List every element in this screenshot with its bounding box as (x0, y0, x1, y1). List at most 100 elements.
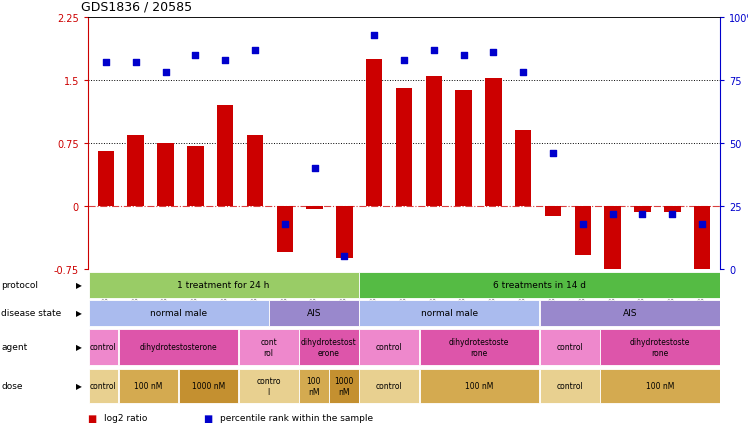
Bar (98, 152, 114, 207)
Text: dihydrotestost
erone: dihydrotestost erone (301, 338, 357, 357)
Bar (307, 207, 323, 210)
Bar (239, 329, 298, 365)
Text: control: control (557, 343, 583, 352)
Bar (239, 368, 298, 404)
Point (488, 49, 500, 56)
Point (607, 210, 619, 217)
Point (159, 70, 171, 77)
Bar (456, 91, 472, 207)
Text: ▶: ▶ (76, 309, 82, 318)
Text: dose: dose (1, 381, 23, 391)
Bar (426, 77, 442, 207)
Point (428, 47, 440, 54)
Point (666, 210, 678, 217)
Bar (420, 368, 539, 404)
Text: disease state: disease state (1, 309, 62, 318)
Bar (360, 300, 539, 326)
Bar (217, 106, 233, 207)
Bar (88, 368, 118, 404)
Text: 6 treatments in 14 d: 6 treatments in 14 d (493, 281, 586, 290)
Bar (420, 329, 539, 365)
Point (219, 57, 231, 64)
Point (577, 220, 589, 227)
Text: ▶: ▶ (76, 281, 82, 290)
Text: log2 ratio: log2 ratio (105, 414, 148, 423)
Text: 1000
nM: 1000 nM (334, 376, 354, 396)
Text: GDS1836 / 20585: GDS1836 / 20585 (81, 1, 191, 14)
Bar (634, 207, 651, 212)
Bar (299, 368, 329, 404)
Bar (360, 273, 720, 298)
Text: normal male: normal male (150, 309, 207, 318)
Text: control: control (375, 343, 402, 352)
Point (279, 220, 291, 227)
Text: ▶: ▶ (76, 381, 82, 391)
Text: protocol: protocol (1, 281, 38, 290)
Bar (119, 368, 178, 404)
Bar (329, 368, 359, 404)
Bar (574, 207, 591, 255)
Text: AIS: AIS (307, 309, 321, 318)
Text: control: control (557, 381, 583, 391)
Point (547, 150, 559, 157)
Point (518, 70, 530, 77)
Point (100, 60, 112, 67)
Text: 100
nM: 100 nM (307, 376, 321, 396)
Bar (179, 368, 239, 404)
Point (458, 52, 470, 59)
Bar (664, 207, 681, 212)
Text: normal male: normal male (420, 309, 478, 318)
Bar (366, 60, 382, 207)
Bar (119, 329, 239, 365)
Bar (396, 89, 412, 207)
Bar (540, 329, 600, 365)
Bar (277, 207, 293, 253)
Bar (540, 300, 720, 326)
Text: AIS: AIS (622, 309, 637, 318)
Text: control: control (375, 381, 402, 391)
Bar (485, 79, 502, 207)
Point (189, 52, 201, 59)
Text: agent: agent (1, 343, 28, 352)
Bar (157, 144, 174, 207)
Bar (88, 300, 269, 326)
Bar (515, 131, 531, 207)
Text: 100 nM: 100 nM (646, 381, 674, 391)
Bar (604, 207, 621, 275)
Bar (600, 329, 720, 365)
Text: 100 nM: 100 nM (465, 381, 494, 391)
Point (696, 220, 708, 227)
Bar (269, 300, 359, 326)
Bar (540, 368, 600, 404)
Bar (360, 368, 419, 404)
Bar (545, 207, 561, 217)
Text: ■: ■ (204, 413, 216, 423)
Text: ▶: ▶ (76, 343, 82, 352)
Text: contro
l: contro l (257, 376, 280, 396)
Point (398, 57, 410, 64)
Text: dihydrotestosterone: dihydrotestosterone (139, 343, 217, 352)
Bar (247, 135, 263, 207)
Bar (187, 146, 203, 207)
Text: ■: ■ (88, 413, 100, 423)
Text: dihydrotestoste
rone: dihydrotestoste rone (449, 338, 509, 357)
Bar (299, 329, 359, 365)
Text: control: control (90, 381, 117, 391)
Bar (127, 135, 144, 207)
Text: control: control (90, 343, 117, 352)
Text: 100 nM: 100 nM (134, 381, 162, 391)
Point (368, 32, 380, 39)
Text: dihydrotestoste
rone: dihydrotestoste rone (630, 338, 690, 357)
Point (129, 60, 141, 67)
Bar (694, 207, 711, 278)
Text: cont
rol: cont rol (260, 338, 277, 357)
Text: 1000 nM: 1000 nM (191, 381, 225, 391)
Point (249, 47, 261, 54)
Point (338, 253, 350, 260)
Point (309, 165, 321, 172)
Point (637, 210, 649, 217)
Bar (360, 329, 419, 365)
Text: percentile rank within the sample: percentile rank within the sample (221, 414, 373, 423)
Bar (336, 207, 352, 259)
Bar (88, 329, 118, 365)
